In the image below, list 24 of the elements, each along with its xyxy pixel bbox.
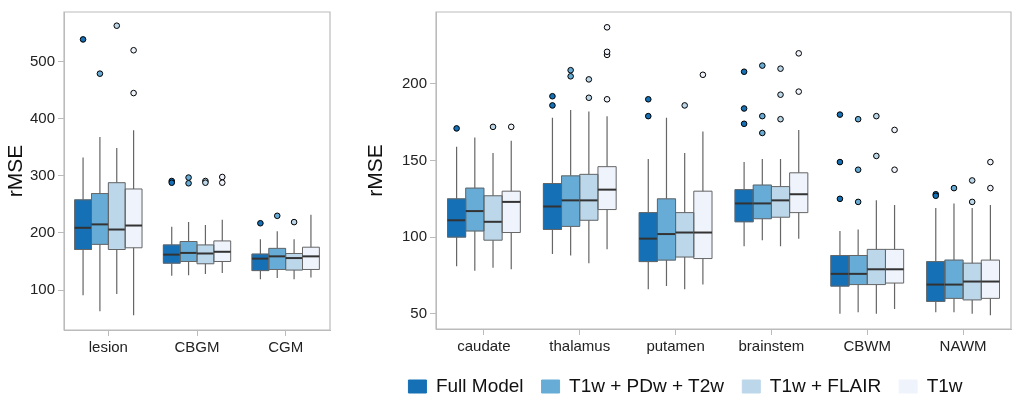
x-tick-label: thalamus (549, 337, 611, 355)
y-tick-label: 150 (401, 150, 427, 168)
y-tick-label: 100 (401, 227, 427, 245)
x-tick-label: caudate (457, 337, 511, 355)
legend-label: T1w + PDw + T2w (569, 374, 725, 396)
y-tick-label: 200 (401, 74, 427, 92)
y-tick-label: 200 (29, 223, 55, 241)
x-tick-label: NAWM (939, 337, 987, 355)
x-tick-label: CBGM (174, 338, 220, 356)
y-tick-label: 300 (29, 165, 55, 183)
x-tick-label: CBWM (843, 337, 891, 355)
legend-label: Full Model (435, 374, 524, 396)
y-axis-title: rMSE (3, 144, 27, 198)
x-tick-label: brainstem (738, 337, 805, 355)
y-tick-label: 50 (410, 303, 427, 321)
y-tick-label: 100 (29, 280, 55, 298)
legend-label: T1w + FLAIR (769, 374, 882, 396)
y-tick-label: 400 (29, 108, 55, 126)
y-tick-label: 500 (29, 51, 55, 69)
y-axis-title: rMSE (363, 144, 387, 197)
x-tick-label: putamen (646, 337, 705, 355)
x-tick-label: CGM (268, 338, 304, 356)
legend-label: T1w (926, 374, 963, 396)
x-tick-label: lesion (88, 338, 128, 356)
